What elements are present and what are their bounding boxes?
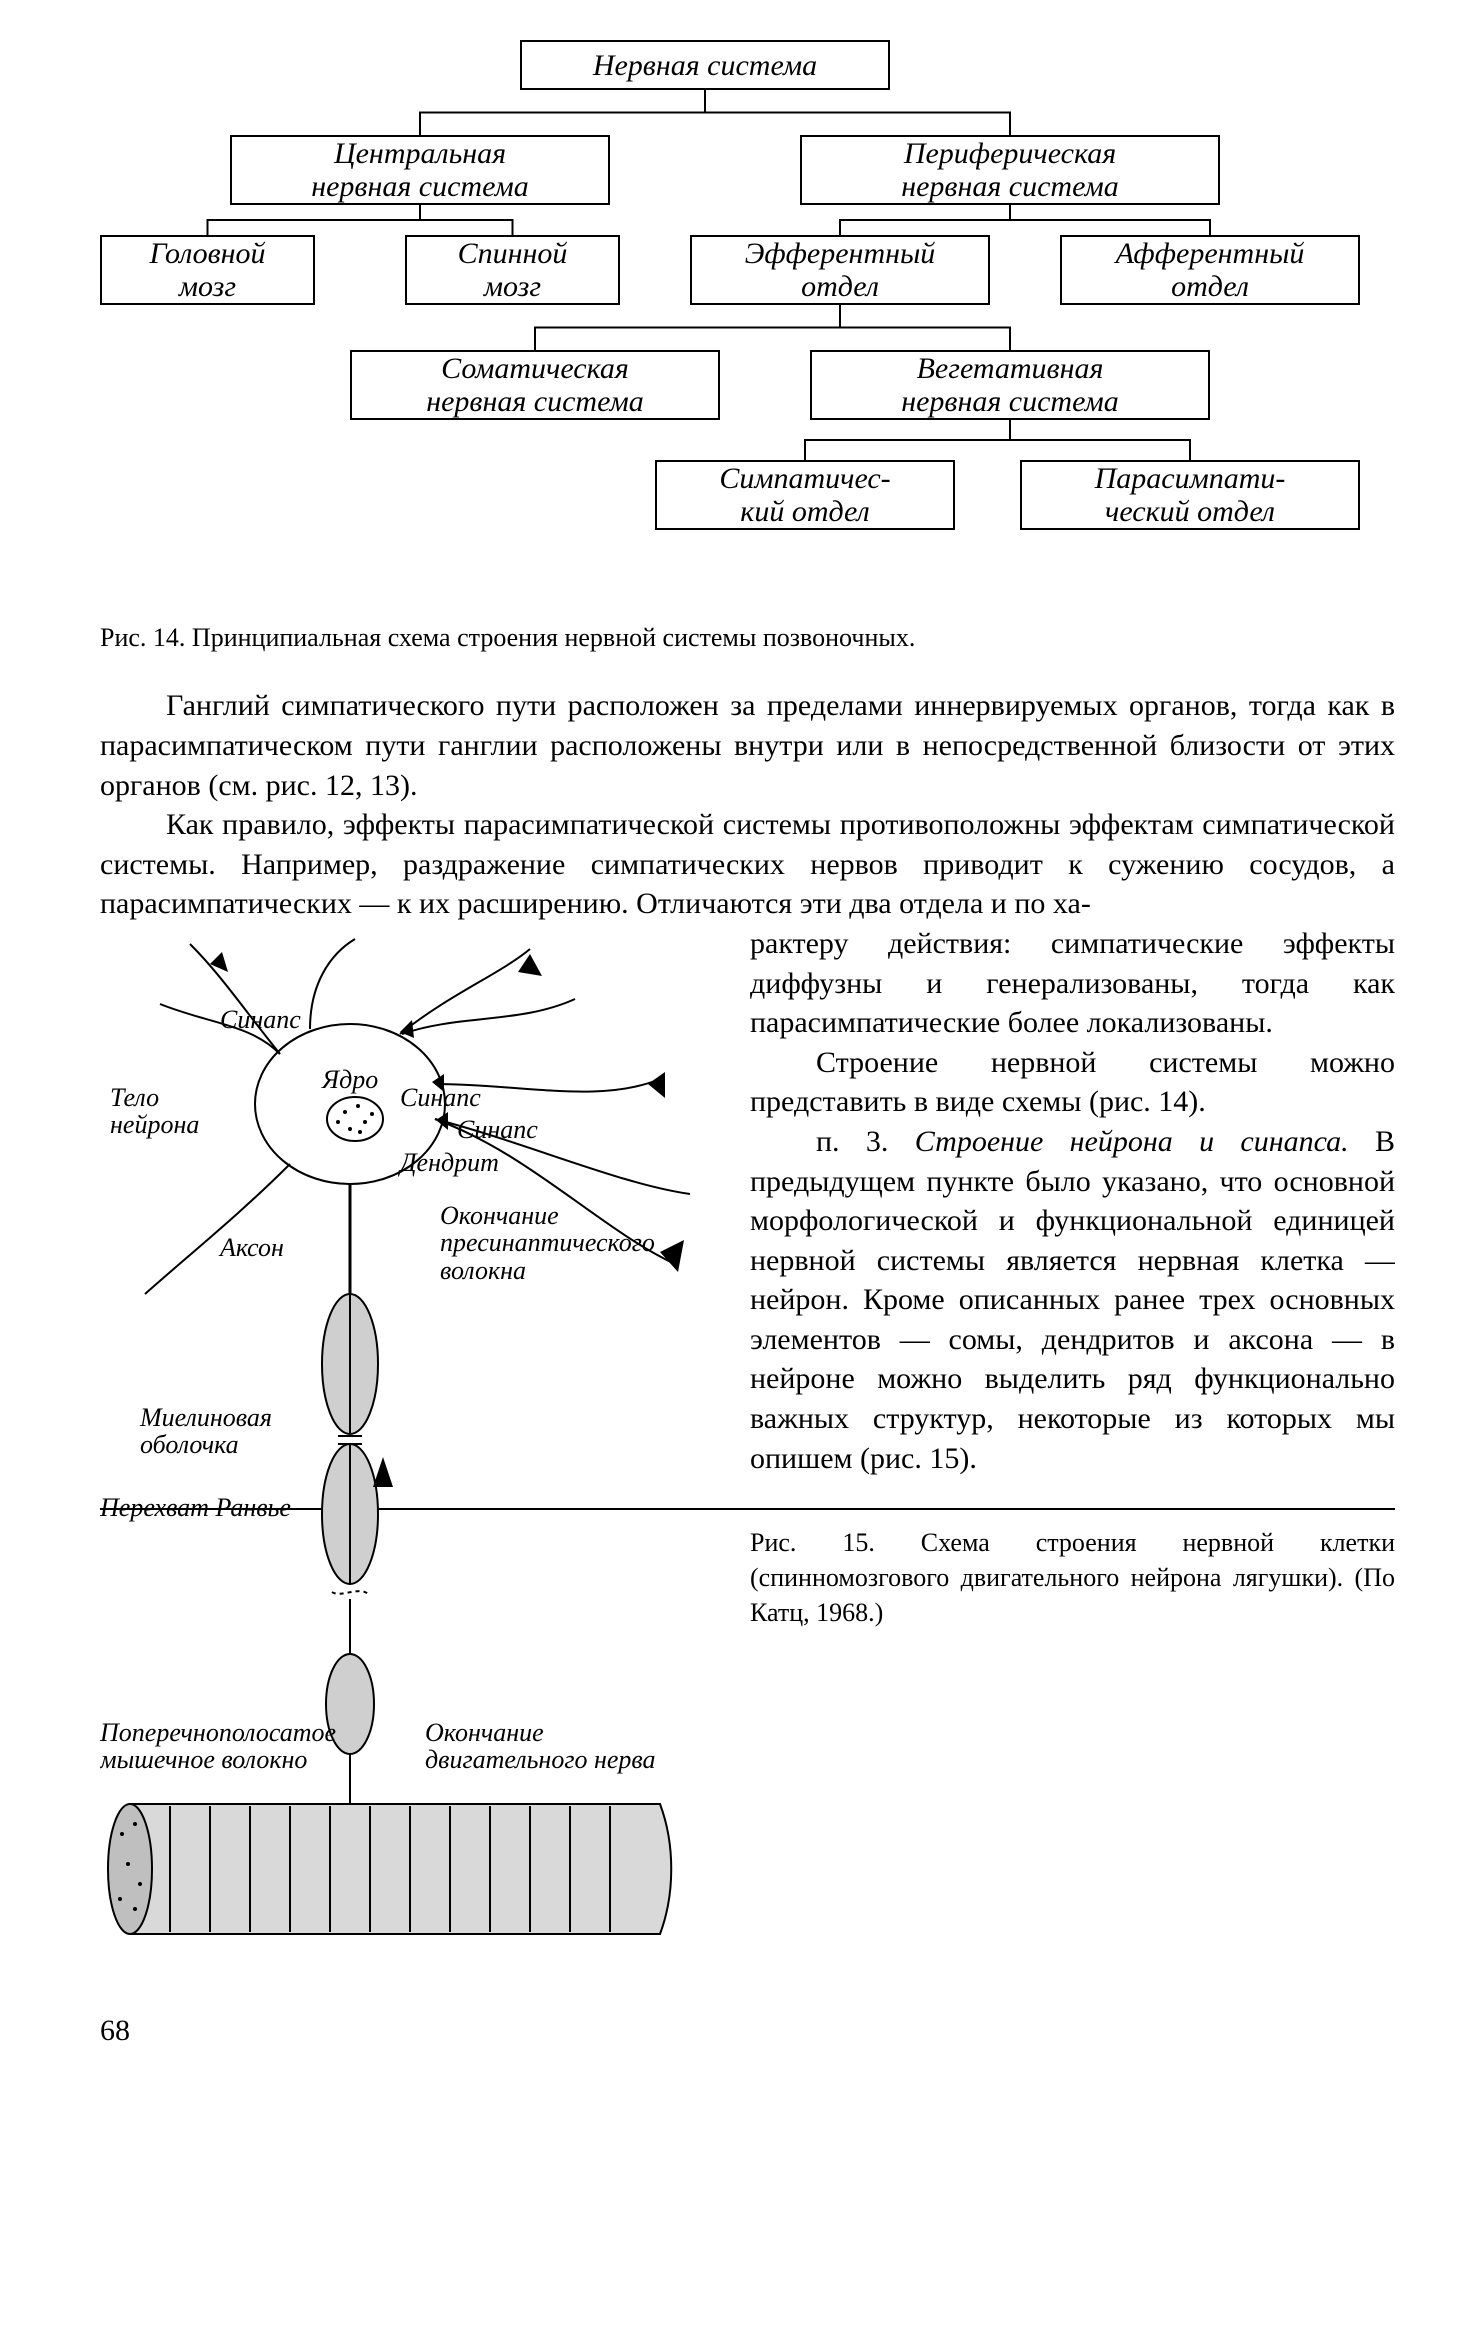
tree-node-pns: Периферическаянервная система [800,135,1220,205]
label-muscle: Поперечнополосатое мышечное волокно [100,1719,336,1774]
label-myelin: Миелиновая оболочка [140,1404,272,1459]
label-soma: Тело нейрона [110,1084,199,1139]
page-number: 68 [100,2014,1395,2048]
label-motorend: Окончание двигательного нерва [425,1719,656,1774]
nervous-system-tree: Нервная система Центральнаянервная систем… [100,40,1395,600]
label-ranvier: Перехват Ранвье [100,1494,291,1521]
label-synapse3: Синапс [457,1116,538,1143]
figure14-text: Принципиальная схема строения нервной си… [185,623,915,652]
label-preterm: Окончание пресинаптического волокна [440,1202,655,1284]
tree-node-spine: Спинноймозг [405,235,620,305]
tree-node-som: Соматическаянервная система [350,350,720,420]
tree-node-par: Парасимпати-ческий отдел [1020,460,1360,530]
tree-node-aff: Афферентныйотдел [1060,235,1360,305]
paragraph-1: Ганглий симпатического пути расположен з… [100,686,1395,805]
body-text-top: Ганглий симпатического пути расположен з… [100,686,1395,924]
figure14-label: Рис. 14. [100,623,185,652]
figure15-label: Рис. 15. [750,1528,875,1557]
label-synapse2: Синапс [400,1084,481,1111]
tree-node-veg: Вегетативнаянервная система [810,350,1210,420]
tree-node-root: Нервная система [520,40,890,90]
label-nucleus: Ядро [322,1066,378,1093]
label-axon: Аксон [220,1234,284,1261]
paragraph-2: Как правило, эффекты парасимпатической с… [100,805,1395,924]
figure15-neuron: Синапс Ядро Тело нейрона Синапс Синапс Д… [100,934,720,1974]
label-synapse1: Синапс [220,1006,301,1033]
tree-node-brain: Головноймозг [100,235,315,305]
figure14-caption: Рис. 14. Принципиальная схема строения н… [100,620,1395,656]
tree-node-sym: Симпатичес-кий отдел [655,460,955,530]
label-dendrite: Дендрит [400,1149,499,1176]
tree-node-eff: Эфферентныйотдел [690,235,990,305]
tree-node-cns: Центральнаянервная система [230,135,610,205]
